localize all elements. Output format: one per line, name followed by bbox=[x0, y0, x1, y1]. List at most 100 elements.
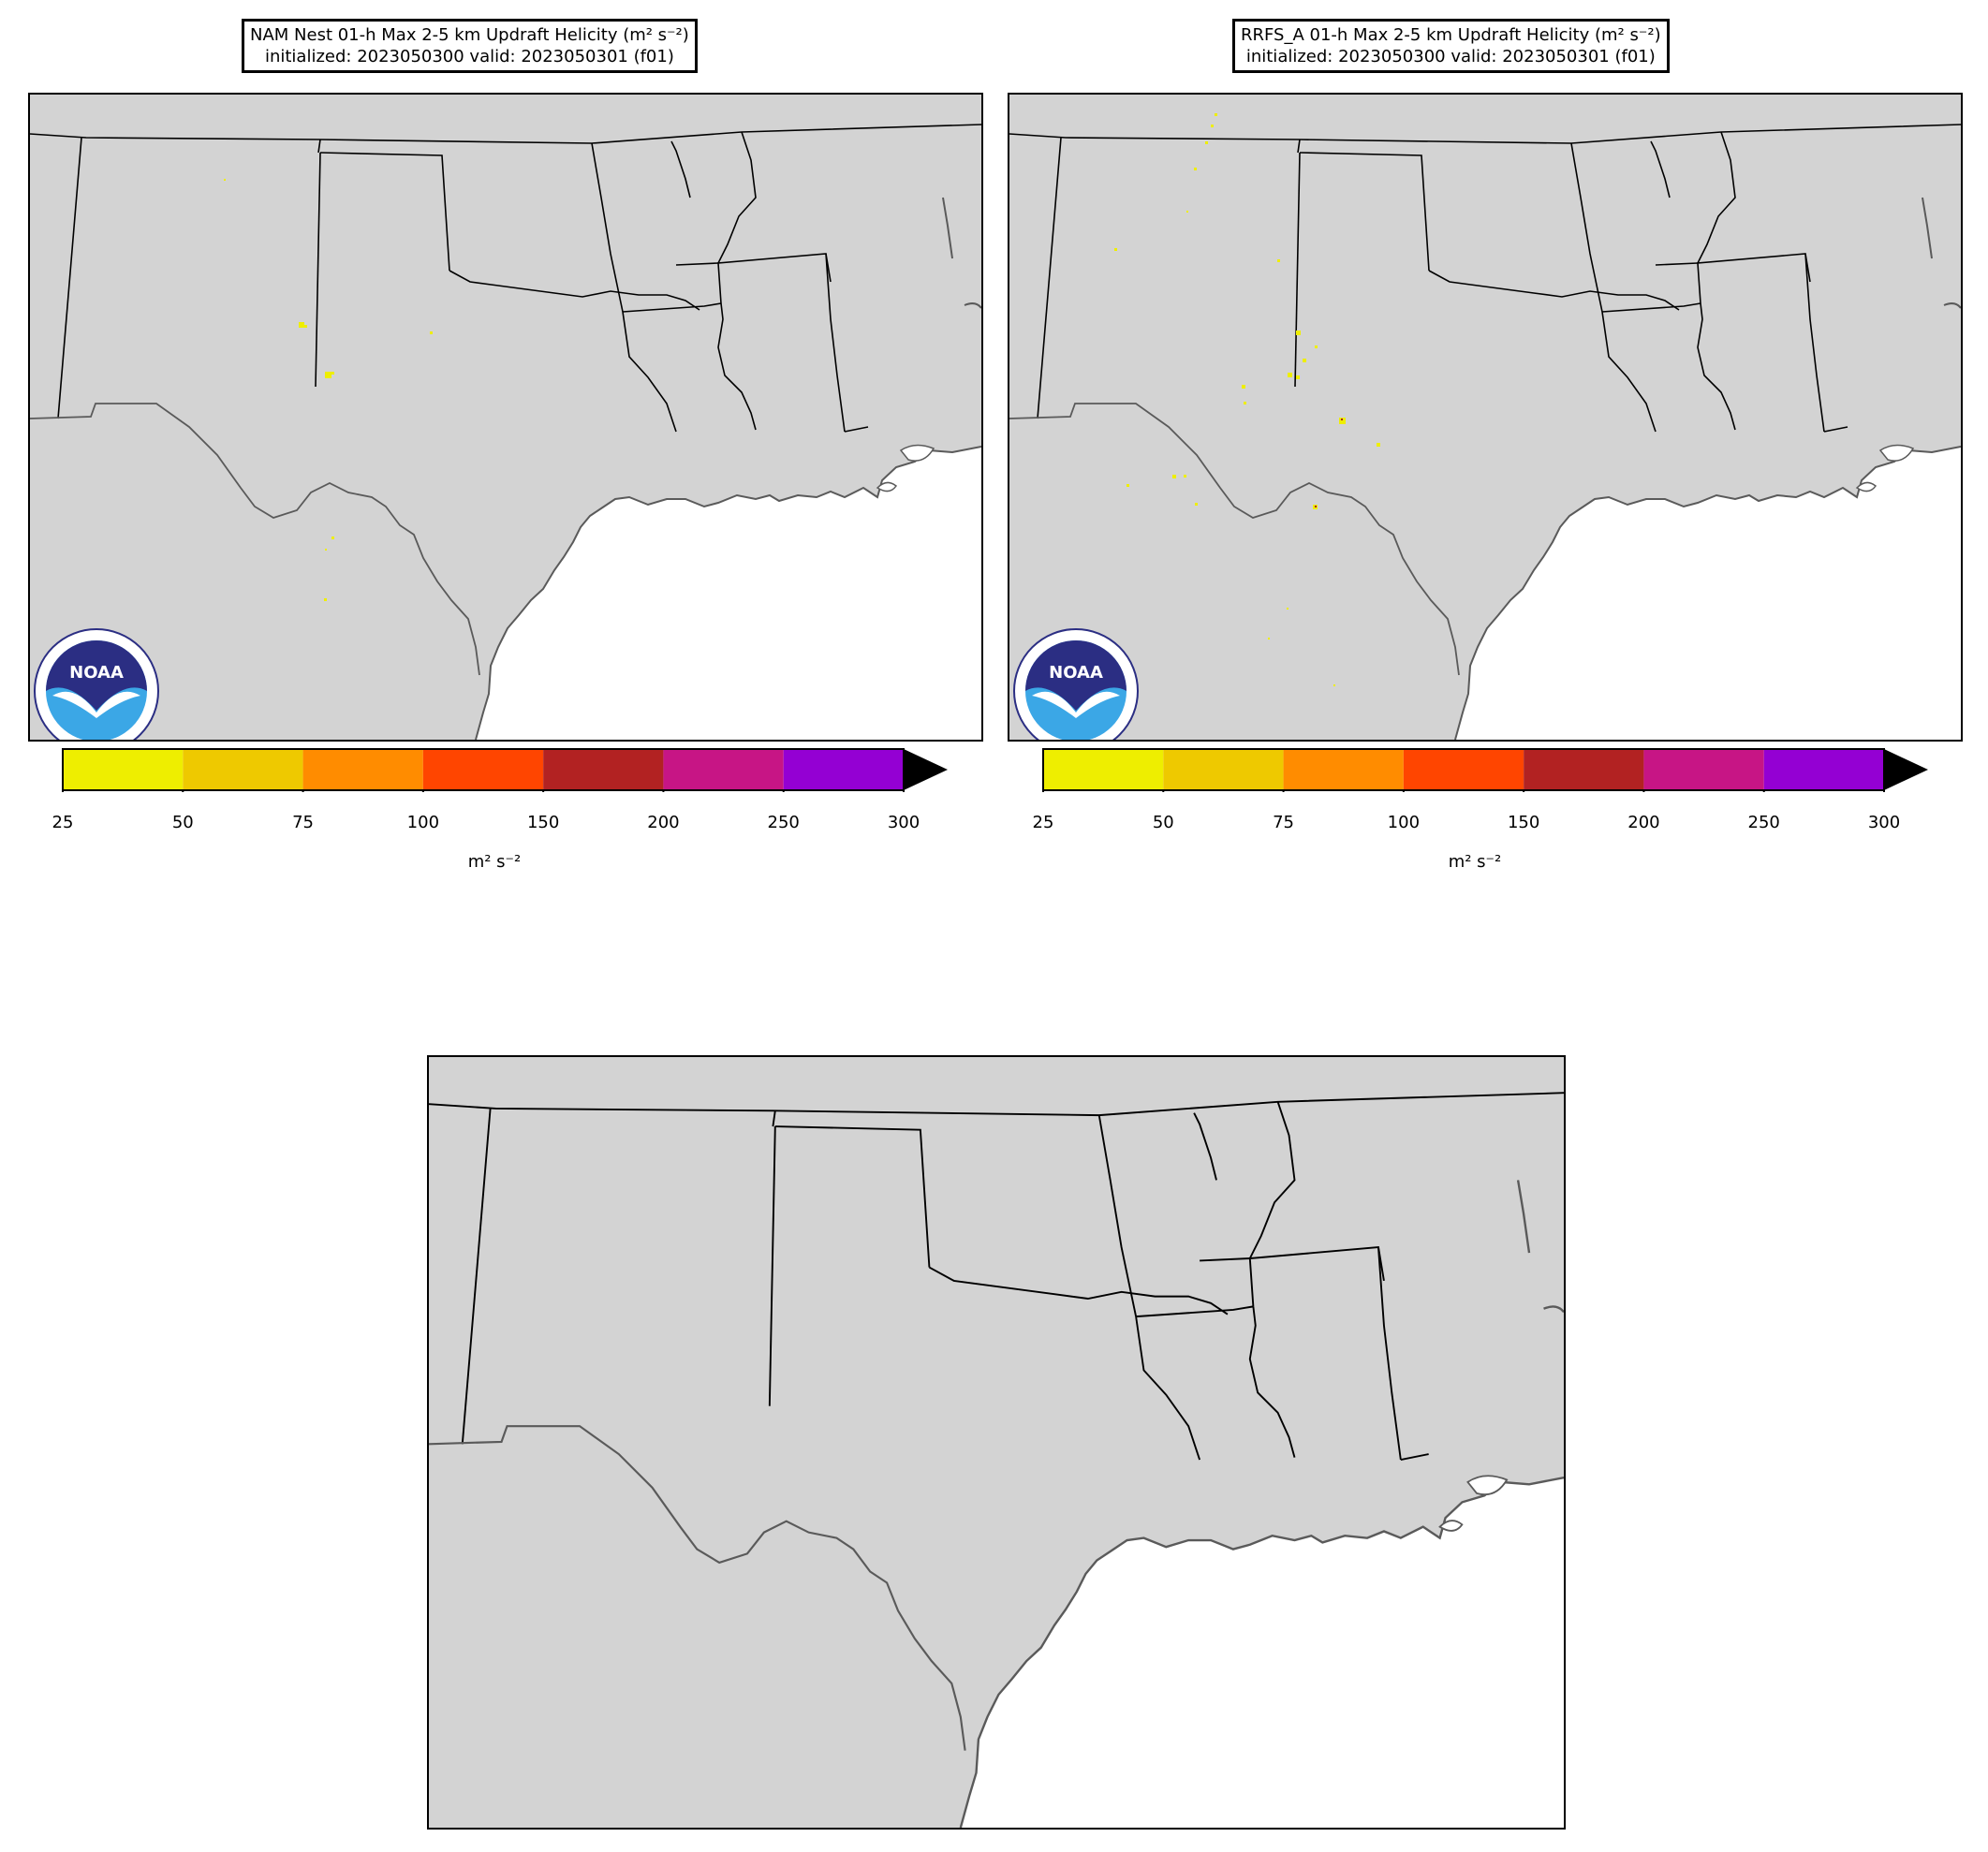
panel2-colorbar-unit: m² s⁻² bbox=[1448, 852, 1502, 872]
helicity-cell bbox=[1172, 475, 1176, 478]
helicity-cell bbox=[1244, 402, 1246, 404]
noaa-logo-icon: NOAA bbox=[34, 628, 159, 740]
land-mass bbox=[30, 95, 981, 740]
helicity-cell bbox=[325, 372, 331, 378]
state-border bbox=[461, 1108, 492, 1445]
river bbox=[1516, 1180, 1531, 1254]
panel1-title: NAM Nest 01-h Max 2-5 km Updraft Helicit… bbox=[242, 19, 698, 73]
state-border bbox=[1650, 140, 1671, 198]
helicity-cell bbox=[1296, 375, 1300, 379]
panel1-colorbar: 25 50 75 100 150 200 250 300 m² s⁻² bbox=[52, 747, 951, 872]
helicity-cell bbox=[1277, 259, 1280, 262]
panel1-title-line2: initialized: 2023050300 valid: 202305030… bbox=[264, 47, 674, 66]
helicity-cell bbox=[304, 325, 307, 328]
state-border bbox=[1570, 142, 1603, 313]
state-border bbox=[768, 1126, 776, 1406]
state-border bbox=[717, 131, 757, 264]
colorbar-tick-label: 250 bbox=[767, 813, 800, 832]
colorbar-tick-label: 200 bbox=[1627, 813, 1660, 832]
state-border bbox=[1601, 302, 1701, 313]
helicity-cell bbox=[1377, 443, 1380, 447]
state-border bbox=[717, 302, 757, 431]
land-mass bbox=[429, 1057, 1564, 1828]
colorbar-bin bbox=[1763, 749, 1884, 790]
state-border bbox=[844, 426, 869, 433]
colorbar-tick-label: 100 bbox=[1387, 813, 1421, 832]
lake bbox=[876, 481, 898, 492]
colorbar-tick-label: 25 bbox=[52, 813, 74, 832]
colorbar-tick-label: 75 bbox=[1273, 813, 1295, 832]
state-border bbox=[1601, 311, 1657, 433]
state-border bbox=[1136, 1305, 1254, 1318]
panel2-map[interactable]: NOAA bbox=[1008, 93, 1963, 742]
helicity-cell bbox=[1287, 608, 1289, 610]
state-border bbox=[774, 1125, 931, 1268]
state-border bbox=[1193, 1112, 1217, 1181]
international-border bbox=[429, 1425, 966, 1751]
panel2-colorbar: 25 50 75 100 150 200 250 300 m² s⁻² bbox=[1033, 747, 1932, 872]
state-border bbox=[1037, 137, 1062, 419]
panel3-map-svg bbox=[429, 1057, 1564, 1828]
state-border bbox=[717, 253, 832, 304]
state-border bbox=[1097, 1114, 1138, 1317]
panel3-map[interactable] bbox=[427, 1055, 1566, 1830]
panel2-title-line1: RRFS_A 01-h Max 2-5 km Updraft Helicity … bbox=[1241, 25, 1661, 45]
state-border bbox=[1697, 253, 1811, 304]
state-border bbox=[1009, 124, 1961, 144]
colorbar-extend-arrow bbox=[1884, 749, 1928, 790]
colorbar-bin bbox=[1163, 749, 1284, 790]
colorbar-bin bbox=[183, 749, 303, 790]
panel1-map[interactable]: NOAA bbox=[28, 93, 983, 742]
colorbar-tick-label: 250 bbox=[1747, 813, 1780, 832]
helicity-cell bbox=[1333, 684, 1335, 686]
helicity-cell bbox=[224, 179, 226, 181]
state-border bbox=[1299, 152, 1430, 272]
helicity-cell bbox=[1127, 484, 1129, 487]
state-border bbox=[1135, 1316, 1201, 1461]
state-border bbox=[1428, 270, 1680, 311]
state-border bbox=[1400, 1453, 1429, 1461]
state-border bbox=[1804, 253, 1825, 433]
colorbar-bin bbox=[63, 749, 184, 790]
helicity-cell bbox=[1242, 385, 1245, 389]
colorbar-bin bbox=[783, 749, 904, 790]
helicity-cell bbox=[1205, 141, 1208, 144]
state-border bbox=[319, 152, 450, 272]
colorbar-bin bbox=[302, 749, 423, 790]
helicity-cell bbox=[331, 536, 334, 539]
state-border bbox=[1697, 131, 1736, 264]
helicity-cell bbox=[1195, 503, 1198, 506]
colorbar-tick-label: 200 bbox=[647, 813, 680, 832]
state-border bbox=[825, 253, 846, 433]
helicity-cell bbox=[1315, 345, 1318, 348]
helicity-cell bbox=[1215, 113, 1217, 116]
state-border bbox=[57, 137, 82, 419]
state-border bbox=[317, 139, 321, 154]
state-border bbox=[675, 262, 719, 266]
lake bbox=[1438, 1520, 1464, 1532]
coastline bbox=[475, 446, 981, 740]
land-mass bbox=[1009, 95, 1961, 740]
helicity-cell bbox=[1211, 125, 1214, 127]
panel2-title-line2: initialized: 2023050300 valid: 202305030… bbox=[1245, 47, 1656, 66]
lake bbox=[899, 444, 935, 462]
state-border bbox=[622, 302, 722, 313]
state-border bbox=[622, 311, 677, 433]
noaa-logo-icon: NOAA bbox=[1013, 628, 1139, 740]
colorbar-tick-label: 75 bbox=[292, 813, 315, 832]
state-border bbox=[1248, 1246, 1385, 1307]
helicity-cell bbox=[324, 598, 327, 601]
colorbar-tick-label: 50 bbox=[1152, 813, 1174, 832]
river bbox=[942, 197, 953, 259]
colorbar-tick-label: 300 bbox=[887, 813, 920, 832]
colorbar-tick-label: 150 bbox=[1507, 813, 1540, 832]
state-border bbox=[928, 1266, 1229, 1316]
colorbar-tick-label: 50 bbox=[171, 813, 194, 832]
international-border bbox=[1009, 403, 1460, 676]
river bbox=[1543, 1305, 1564, 1314]
lake bbox=[1466, 1475, 1509, 1496]
helicity-cell bbox=[299, 322, 304, 328]
state-border bbox=[1248, 1306, 1296, 1458]
state-border bbox=[1823, 426, 1848, 433]
colorbar-bin bbox=[663, 749, 784, 790]
